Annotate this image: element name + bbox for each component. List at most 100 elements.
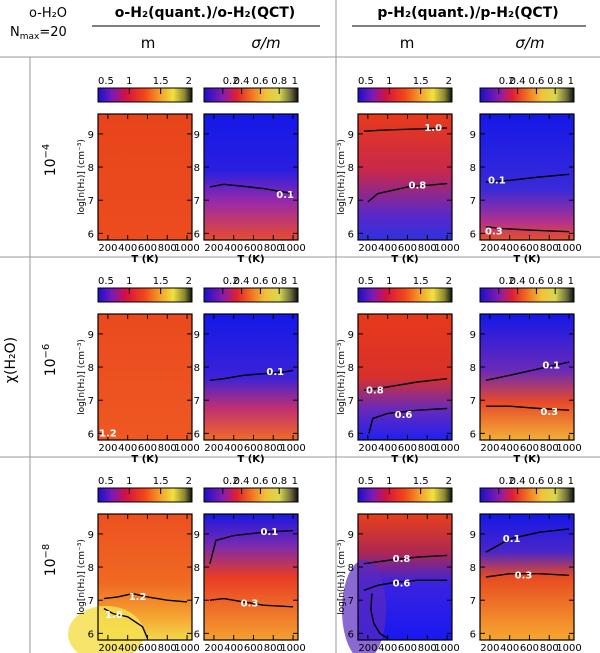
x-axis-label: T (K) [237,454,264,465]
row-labels: χ(H₂O) 10−4 10−6 10−8 [3,144,59,577]
corner-label-line2: Nmax=20 [10,25,67,42]
heatmap-field [204,314,298,440]
heatmap-field [358,314,452,440]
colorbar-tick-label: 1.5 [413,276,429,287]
x-tick-label: 200 [204,443,223,454]
contour-line [363,554,448,565]
contour-label: 0.3 [485,227,503,238]
colorbar-tick-label: 0.2 [499,276,515,287]
y-tick-label: 7 [470,396,476,407]
colorbar-tick-label: 0.2 [223,276,239,287]
colorbar-tick-label: 2 [186,76,192,87]
plot-frame [203,313,299,441]
colorbar-tick-label: 0.5 [358,476,374,487]
y-tick-label: 9 [88,530,94,541]
y-tick-label: 9 [470,530,476,541]
colorbar-tick-label: 0.8 [547,276,563,287]
y-tick-label: 9 [348,330,354,341]
heatmap-hotspot [68,606,144,653]
x-axis-label: T (K) [513,254,540,265]
colorbar-tick-label: 1.5 [153,476,169,487]
colorbar [479,487,575,503]
y-tick-label: 6 [194,229,200,240]
y-axis-label: log[n(H₂)] (cm⁻³) [77,139,87,215]
colorbar [357,87,453,103]
y-tick-label: 7 [470,596,476,607]
contour-line [485,173,570,183]
y-tick-label: 8 [470,363,476,374]
x-tick-label: 400 [118,443,137,454]
colorbar [97,487,193,503]
y-tick-label: 6 [194,429,200,440]
heatmap-field [204,114,298,240]
colorbar-tick-label: 1 [568,76,574,87]
y-tick-label: 7 [348,396,354,407]
y-tick-label: 8 [88,363,94,374]
colorbar-tick-label: 0.4 [510,276,526,287]
x-tick-label: 1000 [556,643,581,653]
plot-frame [203,113,299,241]
y-tick-label: 6 [88,229,94,240]
x-axis-label: T (K) [391,254,418,265]
plot-frame [203,513,299,641]
contour-label: 0.1 [266,367,284,378]
plot-frame [97,313,193,441]
x-tick-label: 200 [480,443,499,454]
plot-frame [479,513,575,641]
colorbar-tick-label: 0.6 [528,276,544,287]
contour-label: 1.2 [129,592,147,603]
colorbar-tick-label: 0.2 [223,76,239,87]
x-tick-label: 800 [264,243,283,254]
colorbar-tick-label: 1 [386,276,392,287]
plot-frame [479,113,575,241]
header: o-H₂O Nmax=20 o-H₂(quant.)/o-H₂(QCT) p-H… [10,5,586,52]
x-tick-label: 1000 [280,443,305,454]
contour-line [485,405,570,411]
x-tick-label: 1000 [174,243,199,254]
x-tick-label: 600 [244,443,263,454]
colorbar-tick-label: 0.6 [528,476,544,487]
colorbar [203,287,299,303]
contour-line [103,592,188,603]
y-tick-label: 6 [194,629,200,640]
plot-frame [357,513,453,641]
x-tick-label: 400 [224,243,243,254]
y-tick-label: 9 [194,330,200,341]
x-tick-label: 200 [98,243,117,254]
contour-label: 0.6 [395,410,413,421]
y-axis-label: log[n(H₂)] (cm⁻³) [337,139,347,215]
colorbar-tick-label: 0.2 [499,76,515,87]
y-tick-label: 9 [348,130,354,141]
colorbar-tick-label: 0.4 [234,476,250,487]
contour-line [363,579,448,591]
y-tick-label: 6 [348,229,354,240]
colorbar-tick-label: 1 [568,276,574,287]
x-tick-label: 800 [540,243,559,254]
contour-line [363,378,448,391]
heatmap-field [204,514,298,640]
contour-label: 0.1 [488,175,506,186]
contour-line [368,407,448,434]
colorbar-tick-label: 1 [386,476,392,487]
contour-line [370,593,389,639]
contour-line [209,529,294,564]
y-tick-label: 6 [470,429,476,440]
y-axis-label: log[n(H₂)] (cm⁻³) [77,339,87,415]
x-tick-label: 600 [520,443,539,454]
colorbar-tick-label: 0.8 [547,476,563,487]
colorbar-tick-label: 0.6 [528,76,544,87]
contour-label: 1.6 [105,610,123,621]
column-group-title-p: p-H₂(quant.)/p-H₂(QCT) [377,5,558,21]
colorbar-tick-label: 1 [126,276,132,287]
x-tick-label: 400 [500,643,519,653]
colorbar-tick-label: 1.5 [153,276,169,287]
contour-line [485,573,570,578]
y-tick-label: 9 [88,330,94,341]
y-tick-label: 8 [470,163,476,174]
subtitle-m-o: m [141,34,156,52]
heatmap-field [358,114,452,240]
